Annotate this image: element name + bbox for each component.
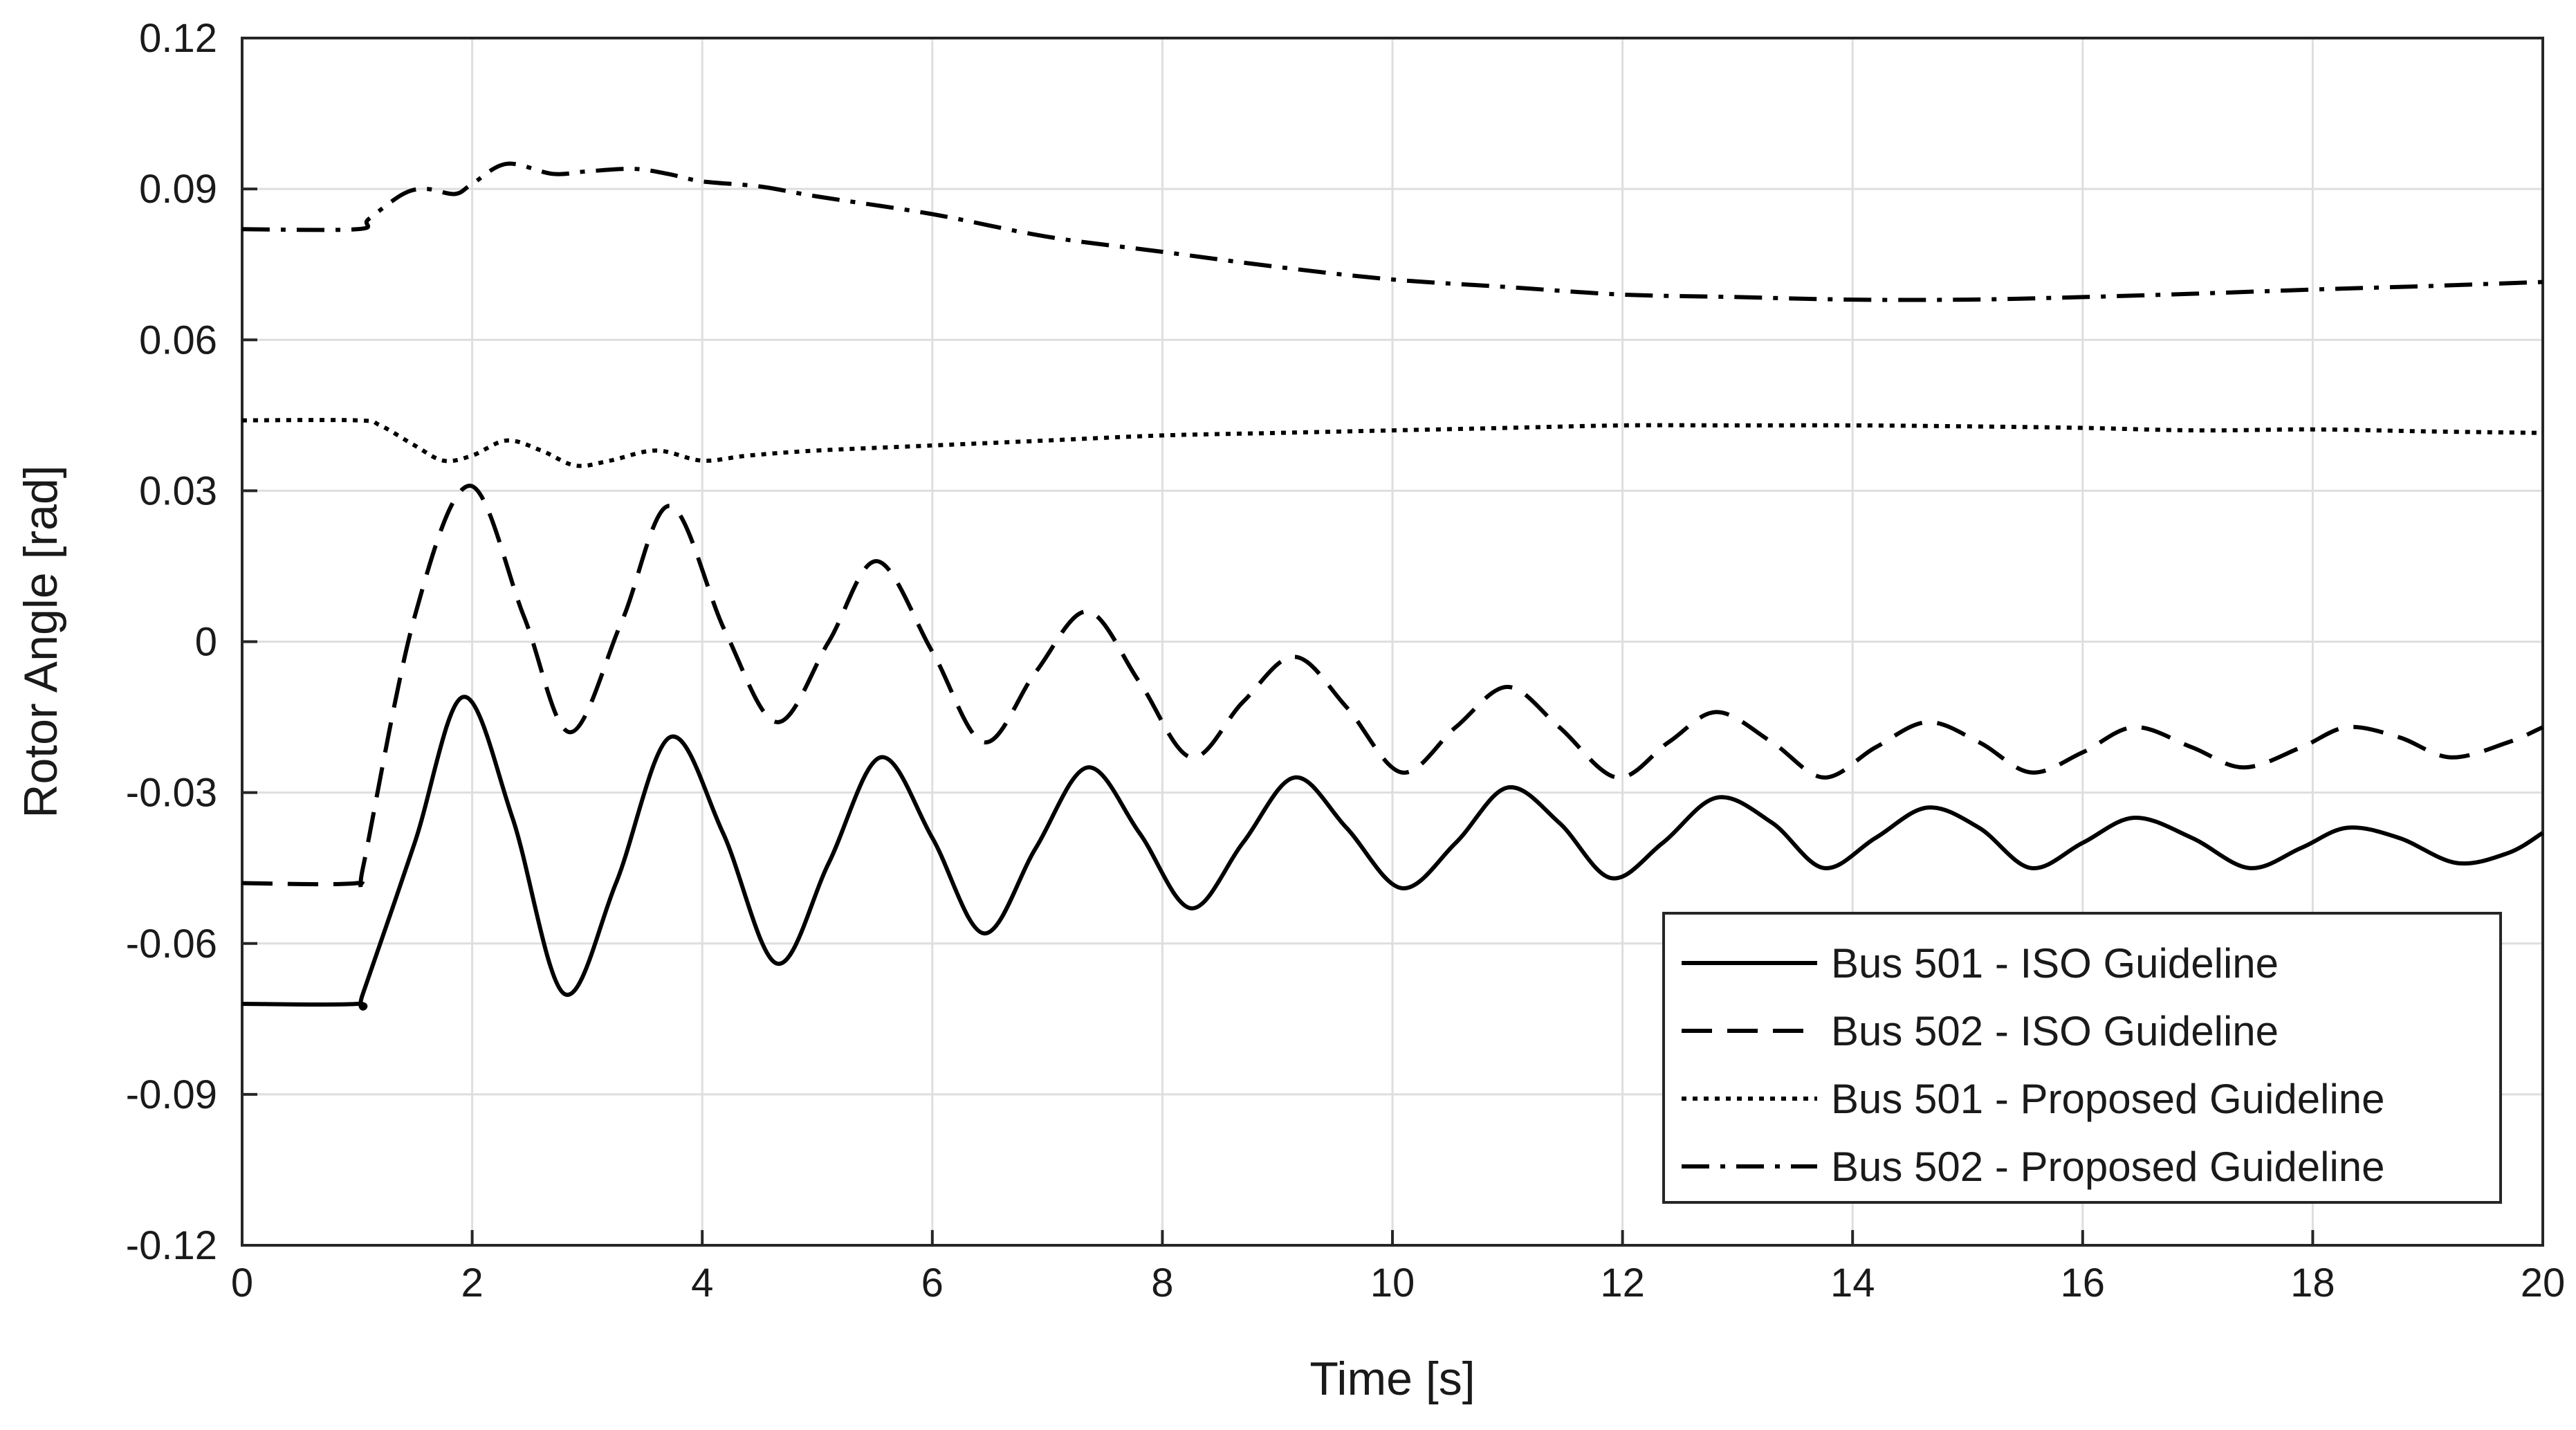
y-tick-label: 0.12 xyxy=(139,16,217,61)
y-tick-label: -0.09 xyxy=(126,1072,217,1117)
x-tick-label: 4 xyxy=(691,1261,713,1305)
series-group xyxy=(241,161,2544,1011)
y-tick-label: 0.09 xyxy=(139,167,217,212)
x-tick-label: 8 xyxy=(1151,1261,1173,1305)
x-tick-label: 0 xyxy=(231,1261,253,1305)
y-tick-label: -0.12 xyxy=(126,1223,217,1268)
x-axis-label: Time [s] xyxy=(1309,1353,1475,1405)
legend-label-4: Bus 502 - Proposed Guideline xyxy=(1831,1144,2385,1190)
x-tick-label: 14 xyxy=(1830,1261,1875,1305)
x-tick-label: 20 xyxy=(2521,1261,2566,1305)
series-line-1 xyxy=(241,695,2544,1011)
legend-label-2: Bus 502 - ISO Guideline xyxy=(1831,1008,2279,1054)
legend: Bus 501 - ISO Guideline Bus 502 - ISO Gui… xyxy=(1662,912,2502,1204)
y-tick-label: 0.03 xyxy=(139,468,217,513)
y-tick-label: 0.06 xyxy=(139,318,217,363)
x-tick-label: 2 xyxy=(461,1261,483,1305)
x-axis-ticks: 0 2 4 6 8 10 12 14 16 18 20 xyxy=(231,1230,2565,1305)
y-axis-ticks: 0.12 0.09 0.06 0.03 0 -0.03 -0.06 -0.09 -0.12 xyxy=(126,16,257,1268)
x-tick-label: 6 xyxy=(921,1261,944,1305)
y-tick-label: 0 xyxy=(195,620,217,665)
series-line-4 xyxy=(241,161,2543,302)
legend-label-3: Bus 501 - Proposed Guideline xyxy=(1831,1076,2385,1122)
x-tick-label: 16 xyxy=(2061,1261,2106,1305)
x-tick-label: 10 xyxy=(1370,1261,1415,1305)
y-tick-label: -0.06 xyxy=(126,922,217,966)
series-line-2 xyxy=(241,484,2544,894)
legend-label-1: Bus 501 - ISO Guideline xyxy=(1831,940,2279,987)
series-line-3 xyxy=(241,418,2543,468)
x-tick-label: 18 xyxy=(2290,1261,2335,1305)
y-tick-label: -0.03 xyxy=(126,771,217,816)
x-tick-label: 12 xyxy=(1600,1261,1645,1305)
y-axis-label: Rotor Angle [rad] xyxy=(15,465,67,818)
